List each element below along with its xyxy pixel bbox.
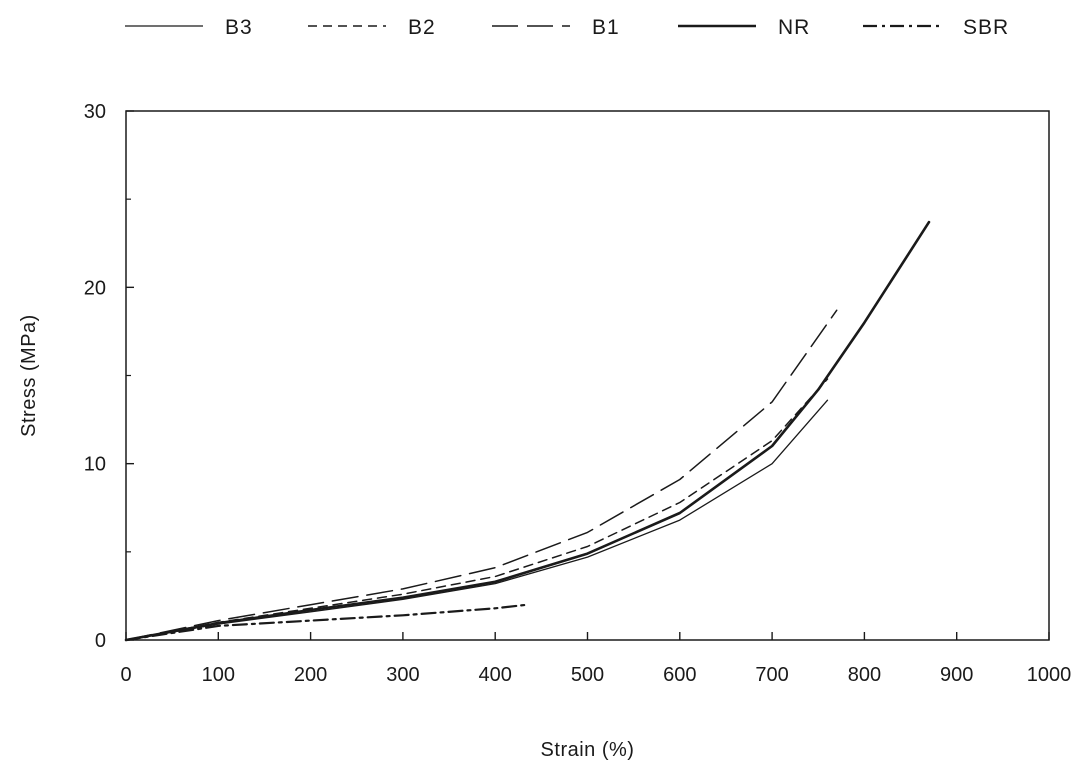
x-axis: 0 100 200 300 400 500 600 700 800 900 1000 bbox=[120, 632, 1071, 686]
x-tick-label: 700 bbox=[755, 664, 788, 686]
y-tick-label: 30 bbox=[84, 101, 106, 123]
legend-label-nr: NR bbox=[778, 16, 810, 39]
y-tick-label: 10 bbox=[84, 454, 106, 476]
x-tick-label: 600 bbox=[663, 664, 696, 686]
y-axis-title: Stress (MPa) bbox=[18, 314, 40, 437]
x-axis-title: Strain (%) bbox=[541, 739, 635, 761]
series-line-b2 bbox=[125, 378, 829, 641]
y-tick-label: 0 bbox=[95, 630, 106, 652]
x-tick-label: 300 bbox=[386, 664, 419, 686]
series-line-b1 bbox=[125, 309, 838, 641]
x-tick-label: 100 bbox=[202, 664, 235, 686]
x-tick-label: 1000 bbox=[1027, 664, 1072, 686]
series-lines bbox=[124, 220, 931, 642]
legend-label-sbr: SBR bbox=[963, 16, 1009, 39]
y-tick-label: 20 bbox=[84, 277, 106, 299]
x-tick-label: 0 bbox=[120, 664, 131, 686]
legend: B3 B2 B1 NR SBR bbox=[125, 16, 1009, 39]
series-line-nr bbox=[124, 220, 931, 642]
series-line-b3 bbox=[125, 399, 829, 641]
y-axis: 0 10 20 30 bbox=[84, 101, 134, 652]
x-tick-label: 400 bbox=[479, 664, 512, 686]
x-tick-label: 800 bbox=[848, 664, 881, 686]
x-tick-label: 200 bbox=[294, 664, 327, 686]
x-tick-label: 900 bbox=[940, 664, 973, 686]
plot-area-frame bbox=[125, 110, 1050, 641]
legend-label-b3: B3 bbox=[225, 16, 253, 39]
legend-label-b2: B2 bbox=[408, 16, 436, 39]
legend-label-b1: B1 bbox=[592, 16, 620, 39]
x-tick-label: 500 bbox=[571, 664, 604, 686]
